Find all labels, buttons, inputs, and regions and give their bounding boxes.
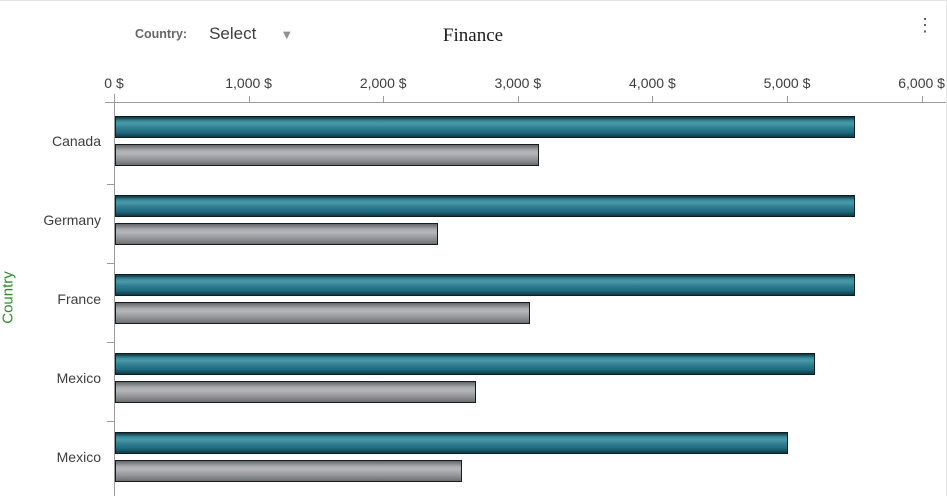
bar-series_1_teal[interactable] [115,195,856,217]
bar-series_2_gray[interactable] [115,223,439,245]
bar-series_1_teal[interactable] [115,432,788,454]
country-select-label: Country: [135,27,188,41]
x-tick-mark [652,96,654,102]
x-tick-label: 2,000 $ [359,75,407,91]
bar-series_1_teal[interactable] [115,274,856,296]
kebab-menu-icon[interactable]: ⋮ [916,15,934,35]
category-label: Mexico [56,449,101,465]
x-tick-mark [921,96,923,102]
x-tick-label: 1,000 $ [225,75,272,91]
bar-series_1_teal[interactable] [115,116,856,138]
category-label: Mexico [56,370,101,386]
y-tick-mark [107,184,115,185]
chart-title: Finance [442,25,504,46]
bar-series_2_gray[interactable] [115,144,539,166]
dropdown-arrow-icon[interactable]: ▼ [280,26,294,42]
bar-series_1_teal[interactable] [115,353,815,375]
x-tick-label: 0 $ [104,75,124,91]
y-tick-mark [107,421,115,422]
x-tick-mark [787,96,788,102]
bar-series_2_gray[interactable] [115,460,463,482]
y-axis-line [114,94,115,496]
country-select[interactable]: Country: Select ▼ [135,19,293,49]
bar-series_2_gray[interactable] [115,381,476,403]
bar-series_2_gray[interactable] [115,302,530,324]
category-label: Canada [51,133,101,149]
x-tick-label: 5,000 $ [763,75,811,91]
y-tick-mark [107,263,115,264]
x-tick-mark [383,96,385,102]
x-tick-label: 3,000 $ [494,75,542,91]
country-select-value[interactable]: Select [209,24,257,43]
x-axis-line [105,102,946,103]
x-tick-mark [248,96,250,102]
x-tick-label: 4,000 $ [629,75,676,91]
category-label: Germany [43,212,101,228]
x-tick-mark [114,96,115,102]
category-label: France [57,291,101,307]
y-tick-mark [107,342,115,343]
x-tick-mark [517,96,519,102]
x-tick-label: 6,000 $ [898,75,945,91]
